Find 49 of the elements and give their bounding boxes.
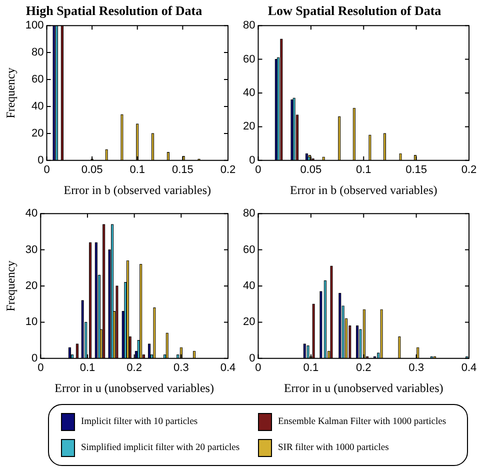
x-tick-label: 0.15 (172, 164, 194, 176)
legend-label: SIR filter with 1000 particles (278, 443, 389, 453)
y-tick-label: 30 (25, 244, 38, 256)
x-tick-label: 0.2 (356, 362, 372, 374)
x-tick-label: 0.2 (126, 362, 142, 374)
x-tick-label: 0.4 (461, 362, 477, 374)
y-axis-title: Frequency (3, 68, 18, 118)
y-tick-label: 80 (242, 20, 256, 32)
y-tick-label: 0 (38, 154, 44, 166)
legend-label: Simplified implicit filter with 20 particles (81, 443, 240, 453)
x-tick-label: 0.2 (461, 164, 477, 176)
x-tick-label: 0.2 (220, 164, 236, 176)
y-tick-label: 60 (242, 244, 256, 256)
y-tick-label: 40 (242, 280, 256, 292)
x-tick-label: 0.15 (406, 164, 428, 176)
x-tick-label: 0.1 (356, 164, 372, 176)
y-tick-label: 60 (32, 74, 44, 86)
x-tick-label: 0.1 (303, 362, 319, 374)
x-tick-label: 0.1 (130, 164, 146, 176)
y-tick-label: 0 (249, 352, 256, 364)
y-tick-label: 10 (25, 316, 38, 328)
y-tick-label: 20 (242, 316, 256, 328)
x-axis-title: Error in u (unobserved variables) (284, 380, 444, 395)
y-tick-label: 20 (25, 280, 38, 292)
y-tick-label: 80 (242, 208, 256, 220)
x-tick-label: 0.3 (408, 362, 424, 374)
y-tick-label: 60 (242, 53, 256, 66)
y-tick-label: 0 (32, 352, 38, 364)
x-axis-title: Error in u (unobserved variables) (54, 380, 214, 395)
y-tick-label: 40 (32, 100, 44, 113)
y-tick-label: 40 (242, 87, 256, 100)
x-axis-title: Error in b (observed variables) (290, 182, 438, 197)
x-tick-label: 0.05 (81, 164, 103, 176)
chart-title: High Spatial Resolution of Data (26, 3, 203, 18)
x-tick-label: 0.4 (220, 362, 236, 374)
y-axis-title: Frequency (3, 260, 18, 312)
y-tick-label: 80 (32, 46, 44, 59)
x-tick-label: 0.1 (80, 362, 96, 374)
y-tick-label: 0 (249, 154, 256, 166)
y-tick-label: 100 (25, 20, 44, 32)
y-tick-label: 40 (25, 208, 38, 220)
x-tick-label: 0.3 (174, 362, 189, 374)
chart-title: Low Spatial Resolution of Data (268, 3, 442, 18)
legend-label: Ensemble Kalman Filter with 1000 particles (278, 417, 446, 427)
legend-label: Implicit filter with 10 particles (81, 417, 198, 427)
y-tick-label: 20 (242, 120, 256, 133)
x-axis-title: Error in b (observed variables) (64, 182, 212, 197)
y-tick-label: 20 (32, 127, 44, 140)
x-tick-label: 0.05 (300, 164, 322, 176)
